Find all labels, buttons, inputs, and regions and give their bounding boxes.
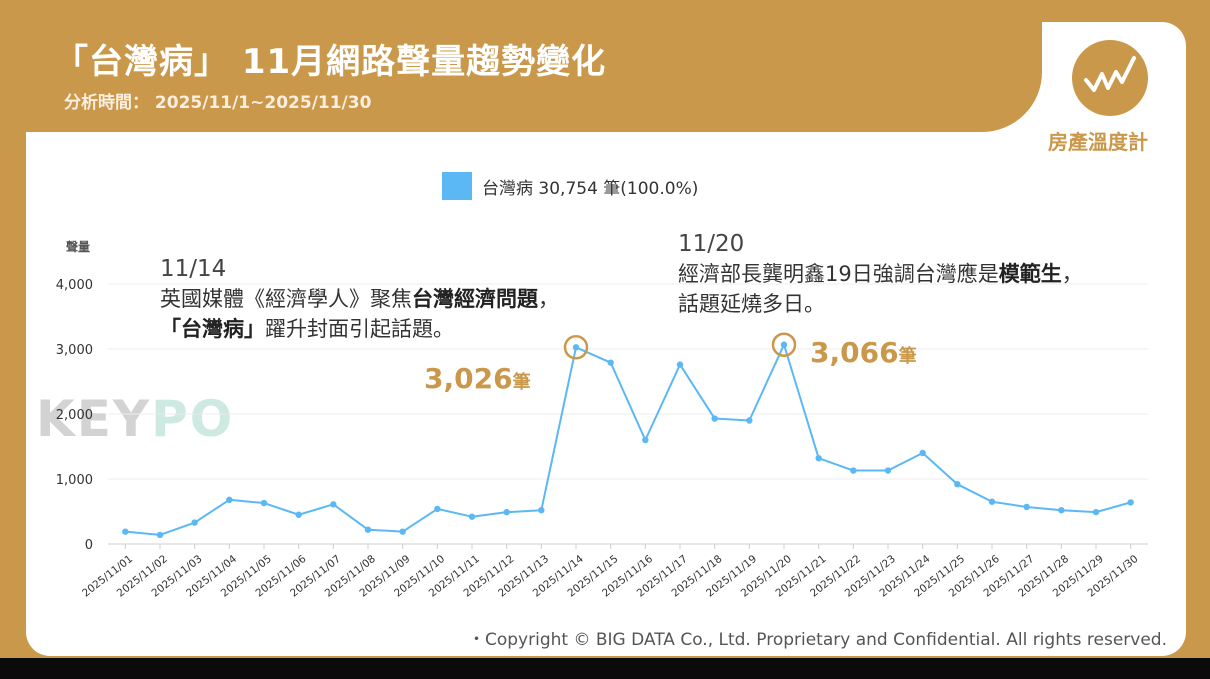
data-point bbox=[330, 501, 337, 508]
data-point bbox=[1023, 503, 1030, 511]
data-point bbox=[676, 361, 684, 368]
y-tick-label: 0 bbox=[85, 538, 93, 553]
data-point bbox=[156, 531, 164, 539]
bottom-shade bbox=[0, 658, 1210, 679]
annotation-1114: 11/14 英國媒體《經濟學人》聚焦台灣經濟問題， 「台灣病」躍升封面引起話題。 bbox=[160, 254, 559, 344]
chart-legend: 台灣病 30,754 筆(100.0%) bbox=[442, 172, 698, 200]
data-point bbox=[919, 449, 926, 457]
peak-label-1114: 3,026筆 bbox=[424, 362, 531, 395]
copyright-notice: ・Copyright © BIG DATA Co., Ltd. Propriet… bbox=[468, 630, 1167, 650]
y-axis-label: 聲量 bbox=[66, 239, 90, 254]
annotation-1114-bold-2: 「台灣病」 bbox=[160, 317, 265, 341]
peak-1114-value: 3,026 bbox=[424, 362, 513, 395]
y-tick-label: 2,000 bbox=[56, 408, 93, 423]
data-point bbox=[434, 505, 441, 513]
y-tick-label: 1,000 bbox=[56, 473, 93, 488]
data-point bbox=[538, 507, 545, 514]
logo-text: 房產溫度計 bbox=[1048, 130, 1148, 154]
watermark-accent: PO bbox=[151, 390, 235, 448]
annotation-1114-text-c: ， bbox=[538, 287, 559, 311]
data-point bbox=[1058, 507, 1065, 514]
data-point bbox=[607, 359, 614, 366]
peak-highlight-ring bbox=[563, 335, 589, 360]
annotation-1120-text-c: ， bbox=[1061, 262, 1083, 286]
data-point bbox=[815, 455, 822, 462]
data-point bbox=[746, 417, 753, 424]
header-banner bbox=[0, 0, 1042, 132]
data-point bbox=[711, 415, 718, 422]
chart-zigzag-icon bbox=[1084, 56, 1136, 92]
annotation-1114-bold: 台灣經濟問題 bbox=[412, 287, 538, 311]
peak-1114-unit: 筆 bbox=[512, 372, 531, 393]
annotation-1120: 11/20 經濟部長龔明鑫19日強調台灣應是模範生， 話題延燒多日。 bbox=[678, 229, 1083, 319]
annotation-1114-text-d: 躍升封面引起話題。 bbox=[265, 317, 454, 341]
data-point bbox=[295, 511, 302, 518]
annotation-1120-line2: 話題延燒多日。 bbox=[678, 292, 825, 316]
peak-label-1120: 3,066筆 bbox=[810, 336, 917, 369]
data-point bbox=[468, 513, 476, 520]
annotation-1120-date: 11/20 bbox=[678, 231, 745, 257]
data-point bbox=[364, 526, 372, 533]
y-tick-label: 4,000 bbox=[56, 278, 93, 293]
series-line bbox=[125, 343, 1131, 536]
data-point bbox=[260, 499, 268, 507]
annotation-1114-text-a: 英國媒體《經濟學人》聚焦 bbox=[160, 287, 412, 311]
annotation-1114-line2: 「台灣病」躍升封面引起話題。 bbox=[160, 314, 559, 344]
logo-badge bbox=[1072, 40, 1148, 116]
data-point bbox=[503, 508, 510, 516]
peak-1120-unit: 筆 bbox=[898, 346, 917, 367]
data-point bbox=[122, 528, 129, 535]
peak-highlight-ring bbox=[771, 332, 797, 357]
page-subtitle: 分析時間： 2025/11/1~2025/11/30 bbox=[64, 93, 372, 113]
data-point bbox=[1092, 508, 1100, 516]
annotation-1120-bold: 模範生 bbox=[998, 262, 1062, 286]
data-point bbox=[399, 528, 406, 535]
annotation-1120-text-a: 經濟部長龔明鑫19日強調台灣應是 bbox=[678, 262, 999, 286]
peak-1120-value: 3,066 bbox=[810, 336, 899, 369]
legend-swatch bbox=[442, 172, 472, 200]
data-point bbox=[191, 519, 198, 526]
keypo-watermark: KEYPO bbox=[36, 390, 234, 448]
data-point bbox=[988, 498, 996, 505]
annotation-1120-line1: 經濟部長龔明鑫19日強調台灣應是模範生， bbox=[678, 259, 1083, 289]
page-title: 「台灣病」 11月網路聲量趨勢變化 bbox=[54, 42, 607, 82]
data-point bbox=[884, 467, 892, 474]
data-point bbox=[954, 481, 961, 488]
data-point bbox=[850, 467, 857, 474]
data-point bbox=[572, 344, 580, 351]
annotation-1114-date: 11/14 bbox=[160, 256, 227, 282]
data-point bbox=[780, 341, 788, 348]
legend-label: 台灣病 30,754 筆(100.0%) bbox=[482, 178, 699, 199]
watermark-main: KEY bbox=[36, 390, 152, 448]
annotation-1114-line1: 英國媒體《經濟學人》聚焦台灣經濟問題， bbox=[160, 284, 559, 314]
data-point bbox=[1127, 499, 1134, 506]
y-tick-label: 3,000 bbox=[56, 343, 93, 358]
data-point bbox=[226, 496, 233, 503]
data-point bbox=[642, 436, 649, 444]
